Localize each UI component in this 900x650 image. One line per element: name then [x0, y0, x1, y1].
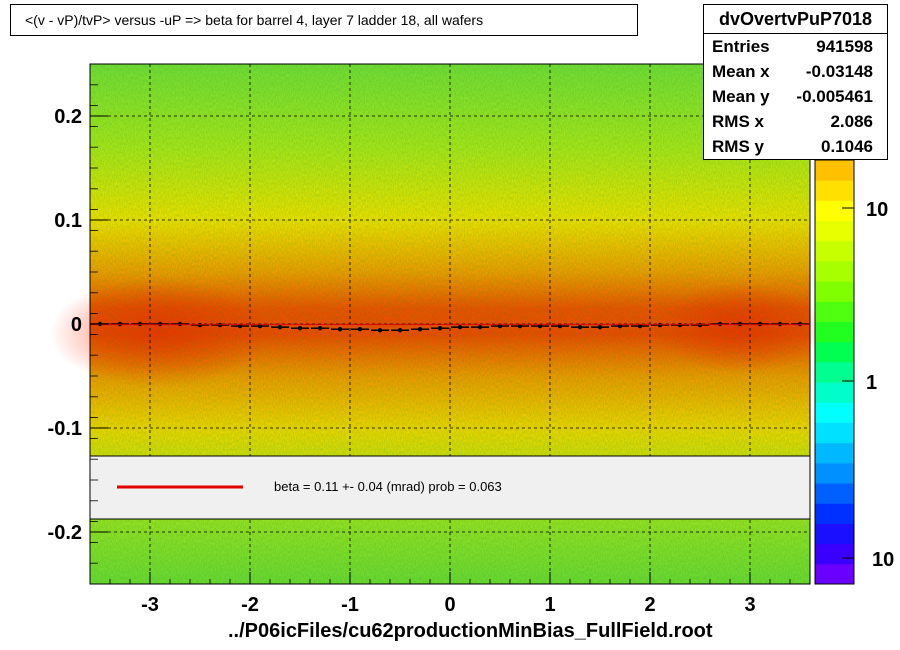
y-tick-label: -0.1: [48, 418, 82, 440]
colorbar-border: [814, 159, 855, 585]
y-tick-label: 0.2: [54, 106, 82, 128]
stats-box: dvOvertvPuP7018 Entries 941598 Mean x -0…: [703, 4, 888, 160]
stats-row-rms-x: RMS x 2.086: [704, 109, 887, 134]
stats-label: Mean x: [712, 61, 770, 81]
profile-point: [417, 327, 423, 332]
y-tick-label: 0.1: [54, 210, 82, 232]
profile-point: [277, 324, 283, 330]
colorbar-cell: [815, 523, 854, 545]
colorbar-cell: [815, 503, 854, 524]
stats-row-entries: Entries 941598: [704, 34, 887, 59]
axes: -3 -2 -1 0 1 2 3 -0.2 -0.1 0 0.1 0.2: [48, 63, 811, 616]
stats-label: RMS x: [712, 111, 764, 131]
y-tick-label: 0: [71, 314, 82, 336]
colorbar: 10 1 10: [814, 159, 894, 585]
x-tick-label: 1: [544, 594, 555, 616]
colorbar-cell: [815, 382, 854, 403]
colorbar-cell: [815, 543, 854, 565]
stats-row-mean-y: Mean y -0.005461: [704, 84, 887, 109]
profile-point: [357, 327, 363, 332]
colorbar-cell: [815, 361, 854, 383]
stats-row-rms-y: RMS y 0.1046: [704, 134, 887, 159]
colorbar-tick-label: 10: [872, 549, 894, 571]
stats-value: -0.03148: [805, 61, 873, 81]
colorbar-cell: [815, 220, 854, 242]
stats-label: Entries: [712, 36, 770, 56]
colorbar-tick-label: 10: [866, 199, 888, 221]
profile-point: [457, 324, 463, 330]
profile-point: [437, 325, 443, 331]
colorbar-cell: [815, 422, 854, 444]
colorbar-cell: [815, 402, 854, 423]
stats-title: dvOvertvPuP7018: [704, 5, 887, 34]
x-axis-title: ../P06icFiles/cu62productionMinBias_Full…: [228, 620, 713, 642]
profile-point: [477, 324, 483, 330]
colorbar-cell: [815, 260, 854, 282]
colorbar-cell: [815, 462, 854, 484]
x-tick-label: -2: [241, 594, 259, 616]
x-tick-label: 2: [644, 594, 655, 616]
profile-point: [317, 325, 323, 331]
y-tick-label: -0.2: [48, 522, 82, 544]
profile-point: [397, 328, 403, 333]
colorbar-cell: [815, 180, 854, 201]
stats-label: Mean y: [712, 86, 770, 106]
stats-label: RMS y: [712, 136, 764, 156]
profile-point: [337, 327, 343, 332]
x-tick-label: 0: [444, 594, 455, 616]
profile-point: [297, 325, 303, 331]
x-tick-label: -1: [341, 594, 359, 616]
colorbar-cell: [815, 200, 854, 222]
colorbar-cell: [815, 160, 854, 181]
legend-text: beta = 0.11 +- 0.04 (mrad) prob = 0.063: [274, 479, 502, 494]
legend: beta = 0.11 +- 0.04 (mrad) prob = 0.063: [89, 455, 811, 520]
colorbar-cell: [815, 321, 854, 343]
profile-point: [577, 324, 583, 330]
stats-row-mean-x: Mean x -0.03148: [704, 59, 887, 84]
profile-point: [597, 324, 603, 330]
colorbar-tick-label: 1: [866, 372, 877, 394]
colorbar-cell: [815, 301, 854, 323]
stats-value: -0.005461: [796, 86, 873, 106]
stats-value: 2.086: [830, 111, 873, 131]
stats-value: 0.1046: [821, 136, 873, 156]
colorbar-cell: [815, 281, 854, 302]
colorbar-cell: [815, 442, 854, 464]
profile-point: [377, 328, 383, 333]
colorbar-cell: [815, 341, 854, 363]
chart-title: <(v - vP)/tvP> versus -uP => beta for ba…: [10, 4, 638, 36]
colorbar-cell: [815, 240, 854, 262]
x-tick-label: 3: [744, 594, 755, 616]
stats-value: 941598: [816, 36, 873, 56]
colorbar-cell: [815, 483, 854, 504]
colorbar-cell: [815, 563, 854, 585]
x-tick-label: -3: [141, 594, 159, 616]
